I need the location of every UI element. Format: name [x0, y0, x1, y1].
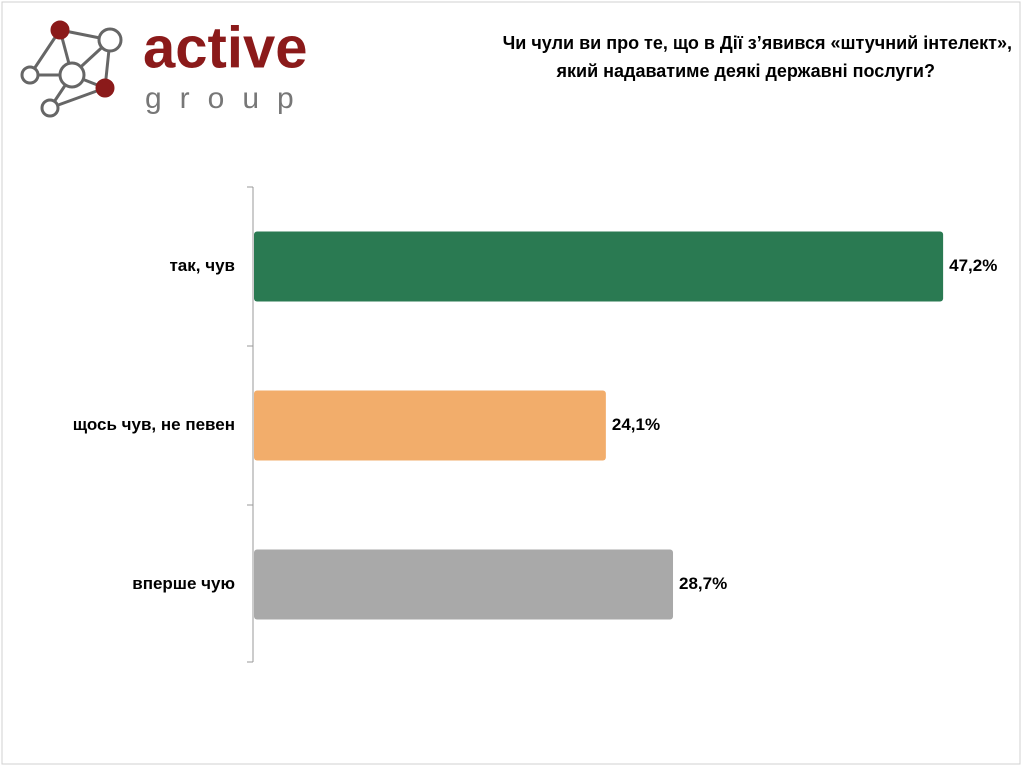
bar [254, 231, 944, 302]
logo-tagline: group [145, 82, 312, 115]
value-label: 24,1% [612, 415, 660, 434]
y-tick-label: щось чув, не певен [73, 415, 235, 434]
value-label: 47,2% [949, 256, 997, 275]
y-tick-label: так, чув [169, 256, 235, 275]
logo-name: active [143, 15, 307, 80]
bar [254, 390, 606, 461]
bar [254, 549, 674, 620]
chart-title: Чи чули ви про те, що в Дії з’явився «шт… [503, 33, 1012, 53]
chart-title: який надаватиме деякі державні послуги? [556, 61, 936, 81]
y-tick-label: вперше чую [132, 574, 235, 593]
value-label: 28,7% [679, 574, 727, 593]
logo-icon [20, 20, 123, 118]
axis [247, 186, 254, 663]
